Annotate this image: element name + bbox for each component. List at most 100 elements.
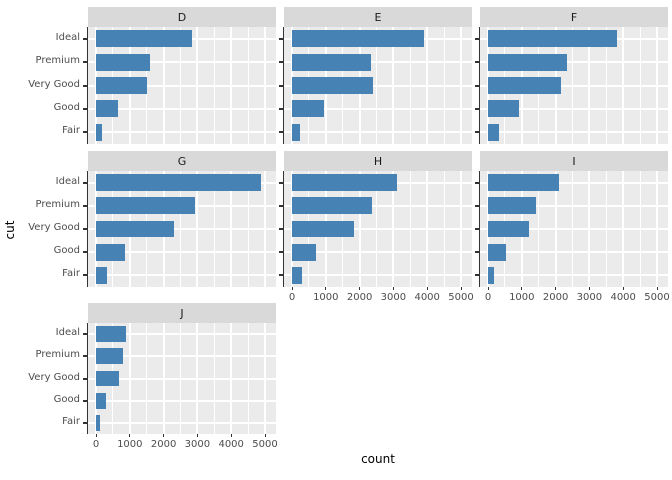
gridline-y bbox=[480, 204, 668, 207]
bar-F-good bbox=[488, 100, 519, 118]
gridline-y bbox=[88, 61, 276, 64]
y-tick bbox=[475, 37, 479, 40]
y-tick bbox=[83, 399, 87, 402]
y-tick bbox=[83, 421, 87, 424]
x-tick bbox=[426, 287, 428, 290]
y-tick bbox=[83, 333, 87, 336]
gridline-x-minor bbox=[572, 171, 573, 287]
x-tick-label: 5000 bbox=[448, 292, 474, 303]
gridline-x-major bbox=[426, 171, 429, 287]
bar-G-ideal bbox=[96, 174, 262, 191]
y-tick bbox=[83, 181, 87, 184]
x-tick-label: 5000 bbox=[252, 439, 278, 450]
bar-I-good bbox=[488, 243, 506, 261]
y-tick bbox=[279, 251, 283, 254]
y-tick-label: Ideal bbox=[55, 31, 80, 43]
bar-D-premium bbox=[96, 53, 151, 71]
gridline-x-minor bbox=[605, 171, 607, 287]
x-tick-label: 0 bbox=[92, 439, 100, 450]
y-tick-label: Fair bbox=[62, 415, 80, 427]
y-tick-label: Premium bbox=[35, 55, 81, 67]
bar-F-ideal bbox=[488, 30, 618, 48]
bar-D-very-good bbox=[96, 77, 148, 94]
gridline-x-major bbox=[264, 323, 266, 434]
y-tick bbox=[279, 84, 283, 87]
y-tick bbox=[83, 251, 87, 254]
gridline-y bbox=[88, 333, 276, 336]
x-tick bbox=[196, 434, 198, 437]
gridline-x-major bbox=[162, 27, 165, 144]
gridline-x-major bbox=[426, 27, 429, 144]
x-tick-label: 2000 bbox=[542, 292, 569, 303]
x-tick bbox=[487, 287, 489, 290]
y-tick-label: Very Good bbox=[28, 222, 80, 233]
x-tick bbox=[163, 434, 165, 437]
gridline-x-minor bbox=[605, 27, 607, 144]
x-tick-label: 0 bbox=[288, 292, 296, 303]
gridline-x-minor bbox=[247, 323, 249, 434]
bar-G-premium bbox=[96, 197, 195, 215]
gridline-y bbox=[88, 421, 276, 424]
gridline-y bbox=[480, 107, 668, 110]
y-tick bbox=[83, 61, 87, 64]
bar-F-premium bbox=[488, 53, 567, 71]
y-tick bbox=[475, 181, 479, 184]
bar-E-fair bbox=[292, 123, 300, 141]
gridline-x-major bbox=[588, 171, 591, 287]
y-axis-line bbox=[479, 27, 480, 144]
y-tick-label: Good bbox=[53, 245, 80, 257]
gridline-x-major bbox=[196, 323, 199, 434]
bar-J-good bbox=[96, 392, 107, 409]
bar-E-ideal bbox=[292, 30, 424, 48]
gridline-y bbox=[88, 377, 276, 380]
y-tick bbox=[475, 107, 479, 110]
y-axis-line bbox=[479, 171, 480, 287]
gridline-y bbox=[480, 251, 668, 254]
y-tick bbox=[475, 251, 479, 254]
y-tick bbox=[279, 228, 283, 230]
gridline-y bbox=[88, 251, 276, 254]
gridline-x-minor bbox=[639, 171, 641, 287]
y-tick bbox=[475, 131, 479, 134]
gridline-x-minor bbox=[180, 27, 181, 144]
y-tick-label: Fair bbox=[62, 125, 80, 137]
y-tick bbox=[83, 84, 87, 87]
y-tick bbox=[279, 274, 283, 277]
gridline-y bbox=[480, 61, 668, 64]
x-tick-label: 3000 bbox=[380, 292, 407, 303]
y-axis-line bbox=[87, 323, 88, 434]
gridline-y bbox=[480, 131, 668, 134]
bar-J-very-good bbox=[96, 370, 119, 387]
y-tick bbox=[279, 107, 283, 110]
y-tick bbox=[475, 84, 479, 87]
x-tick bbox=[95, 434, 97, 437]
facet-strip-I: I bbox=[480, 151, 668, 171]
y-tick bbox=[83, 228, 87, 230]
x-tick bbox=[359, 287, 361, 290]
bar-J-premium bbox=[96, 348, 124, 365]
y-tick bbox=[83, 355, 87, 358]
facet-strip-J: J bbox=[88, 303, 276, 323]
gridline-y bbox=[284, 61, 472, 64]
gridline-x-minor bbox=[409, 27, 411, 144]
gridline-y bbox=[88, 274, 276, 277]
x-tick bbox=[291, 287, 293, 290]
gridline-y bbox=[88, 228, 276, 230]
gridline-x-major bbox=[128, 323, 131, 434]
gridline-x-major bbox=[264, 171, 266, 287]
facet-strip-E: E bbox=[284, 7, 472, 27]
x-tick bbox=[230, 434, 232, 437]
gridline-x-major bbox=[358, 171, 361, 287]
y-tick bbox=[279, 61, 283, 64]
bar-I-fair bbox=[488, 267, 494, 284]
y-tick bbox=[279, 181, 283, 184]
bar-D-ideal bbox=[96, 30, 192, 48]
gridline-x-minor bbox=[376, 171, 377, 287]
x-tick bbox=[622, 287, 624, 290]
gridline-x-minor bbox=[538, 171, 540, 287]
gridline-y bbox=[88, 131, 276, 134]
gridline-x-major bbox=[588, 27, 591, 144]
y-axis-line bbox=[283, 171, 284, 287]
gridline-x-minor bbox=[247, 27, 249, 144]
